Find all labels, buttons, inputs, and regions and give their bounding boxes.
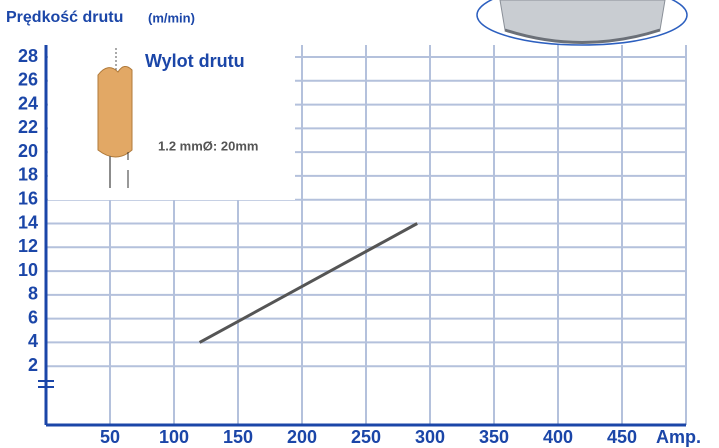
x-tick-label: 100 — [159, 427, 189, 447]
y-tick-label: 28 — [18, 46, 38, 66]
x-tick-label: 300 — [415, 427, 445, 447]
annotation: 1.2 mmØ: 20mm — [158, 138, 258, 153]
y-tick-label: 6 — [28, 307, 38, 327]
x-tick-label: 350 — [479, 427, 509, 447]
y-tick-label: 8 — [28, 284, 38, 304]
x-tick-label: 50 — [100, 427, 120, 447]
x-tick-label: 400 — [543, 427, 573, 447]
y-tick-label: 22 — [18, 117, 38, 137]
y-tick-label: 26 — [18, 70, 38, 90]
annotation: Wylot drutu — [145, 51, 245, 71]
x-tick-label: 250 — [351, 427, 381, 447]
y-tick-label: 18 — [18, 165, 38, 185]
y-tick-label: 2 — [28, 355, 38, 375]
y-tick-label: 10 — [18, 260, 38, 280]
y-tick-label: 12 — [18, 236, 38, 256]
y-tick-label: 24 — [18, 93, 38, 113]
y-tick-label: 16 — [18, 188, 38, 208]
chart-title: Prędkość drutu — [6, 9, 123, 26]
spool — [477, 0, 687, 45]
chart: Wylot drutu 1.2 mmØ: 20mm Prędkość drutu… — [0, 0, 719, 448]
x-axis-label: Amp. — [656, 427, 701, 447]
y-tick-label: 4 — [28, 331, 38, 351]
data-line — [200, 224, 418, 343]
x-tick-label: 150 — [223, 427, 253, 447]
x-tick-label: 450 — [607, 427, 637, 447]
y-tick-label: 20 — [18, 141, 38, 161]
chart-subtitle: (m/min) — [148, 10, 195, 25]
x-tick-label: 200 — [287, 427, 317, 447]
y-tick-label: 14 — [18, 212, 38, 232]
